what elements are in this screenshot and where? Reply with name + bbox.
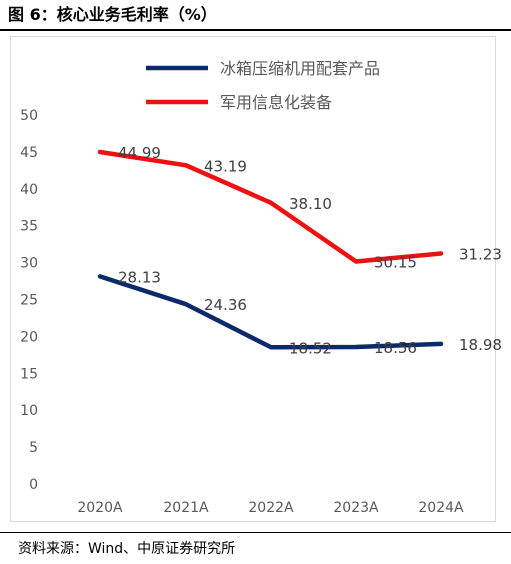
y-tick-label: 5 bbox=[29, 440, 38, 456]
data-label: 31.23 bbox=[459, 246, 502, 264]
data-point bbox=[439, 342, 443, 346]
data-label: 18.56 bbox=[374, 339, 417, 357]
chart-frame bbox=[10, 36, 496, 522]
y-tick-label: 25 bbox=[20, 293, 38, 309]
data-label: 43.19 bbox=[204, 157, 247, 175]
legend-label: 军用信息化装备 bbox=[220, 93, 332, 112]
series-line bbox=[97, 274, 444, 350]
x-tick-label: 2024A bbox=[418, 500, 464, 516]
x-tick-label: 2020A bbox=[77, 500, 123, 516]
y-tick-label: 10 bbox=[20, 403, 38, 419]
data-point bbox=[269, 345, 273, 349]
y-tick-label: 50 bbox=[20, 108, 38, 124]
series-line bbox=[97, 149, 444, 264]
data-label: 44.99 bbox=[118, 144, 161, 162]
title-rule bbox=[0, 29, 511, 31]
data-label: 18.98 bbox=[459, 336, 502, 354]
legend-label: 冰箱压缩机用配套产品 bbox=[220, 59, 380, 78]
data-point bbox=[184, 302, 188, 306]
figure-title: 图 6：核心业务毛利率（%） bbox=[8, 5, 217, 24]
data-point bbox=[98, 150, 102, 154]
data-label: 18.52 bbox=[289, 339, 332, 357]
y-tick-label: 35 bbox=[20, 219, 38, 235]
y-tick-label: 0 bbox=[29, 477, 38, 493]
y-tick-label: 40 bbox=[20, 182, 38, 198]
x-axis: 2020A 2021A 2022A 2023A 2024A bbox=[77, 500, 464, 516]
x-tick-label: 2022A bbox=[248, 500, 294, 516]
data-label: 24.36 bbox=[204, 296, 247, 314]
data-point bbox=[184, 163, 188, 167]
y-tick-label: 15 bbox=[20, 366, 38, 382]
y-axis: 0 5 10 15 20 25 30 35 40 45 50 bbox=[20, 108, 38, 493]
data-labels: 28.13 24.36 18.52 18.56 18.98 44.99 43.19 38.10… bbox=[118, 144, 502, 357]
data-point bbox=[98, 274, 102, 278]
data-point bbox=[439, 252, 443, 255]
source-rule bbox=[0, 532, 511, 533]
data-label: 28.13 bbox=[118, 268, 161, 286]
source-note: 资料来源：Wind、中原证券研究所 bbox=[18, 541, 236, 557]
x-tick-label: 2021A bbox=[163, 500, 209, 516]
data-label: 30.15 bbox=[374, 253, 417, 271]
x-tick-label: 2023A bbox=[333, 500, 379, 516]
data-point bbox=[354, 345, 358, 349]
series-lines bbox=[97, 149, 444, 350]
y-tick-label: 45 bbox=[20, 145, 38, 161]
data-point bbox=[269, 201, 273, 205]
y-tick-label: 20 bbox=[20, 329, 38, 345]
y-tick-label: 30 bbox=[20, 256, 38, 272]
data-label: 38.10 bbox=[289, 195, 332, 213]
data-point bbox=[354, 260, 358, 263]
